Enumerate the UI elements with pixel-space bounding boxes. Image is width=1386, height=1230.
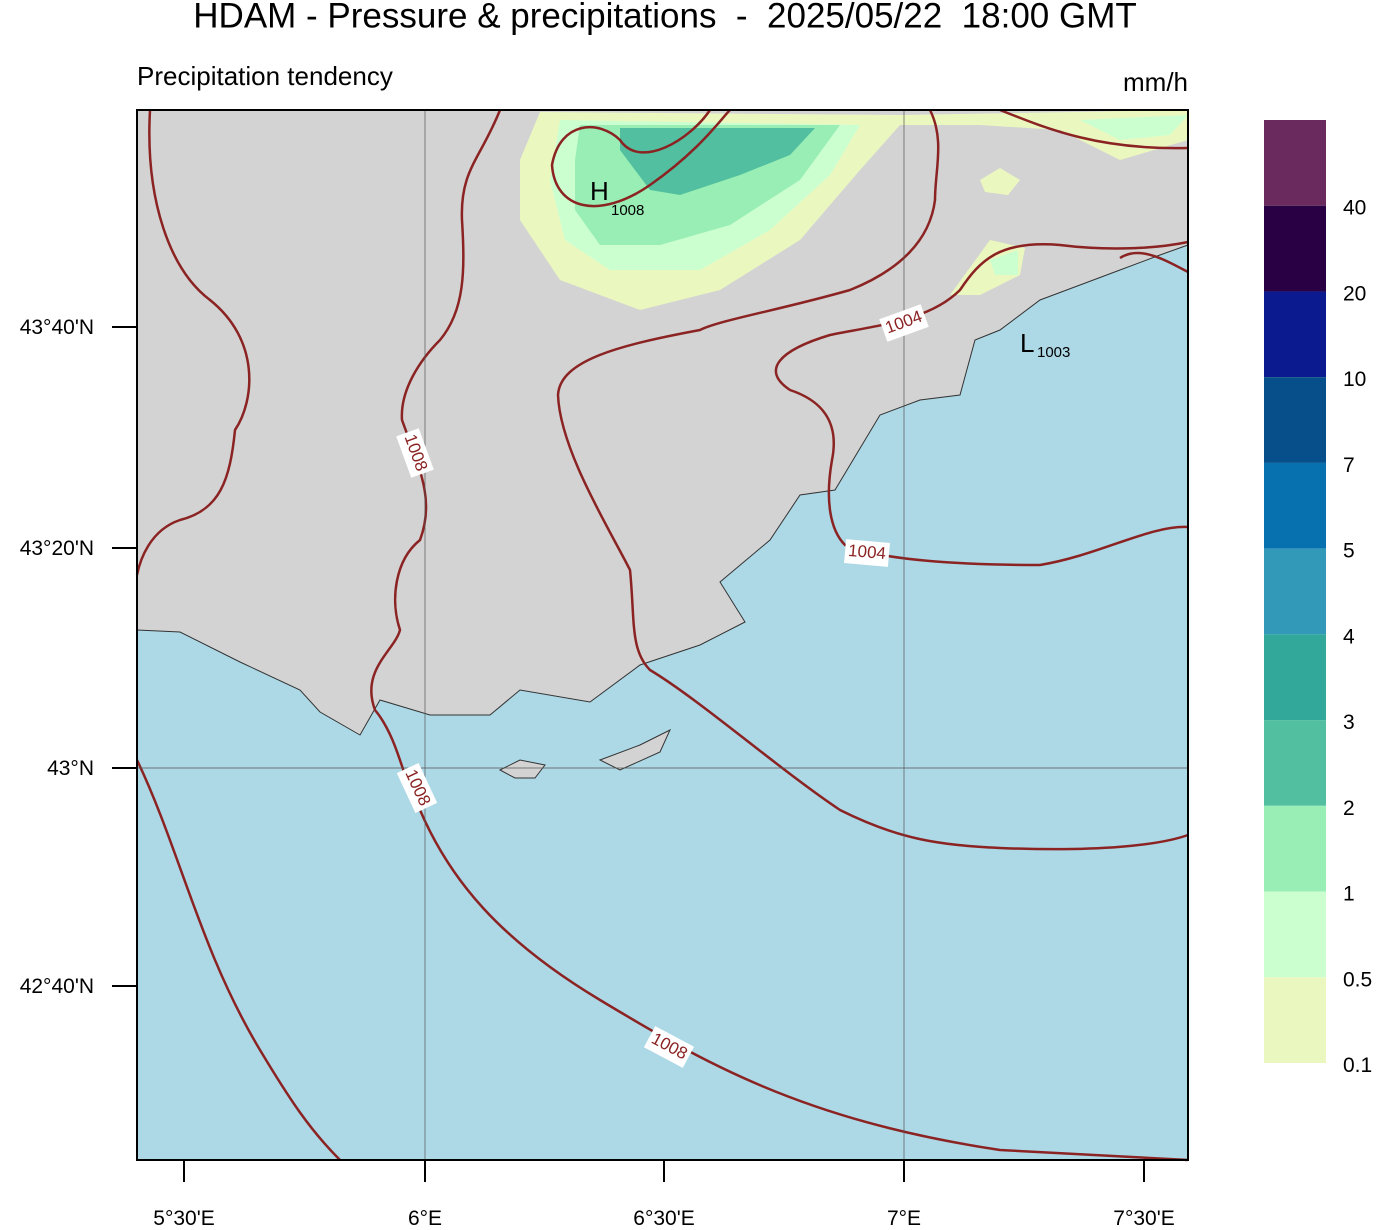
contour-label: 1004 <box>847 541 886 563</box>
high-letter: H <box>590 176 609 206</box>
colorbar-box <box>1264 720 1326 806</box>
colorbar-label: 7 <box>1343 454 1355 477</box>
lon-label: 6°E <box>408 1207 442 1225</box>
low-letter: L <box>1020 328 1034 358</box>
colorbar-box <box>1264 634 1326 721</box>
frame <box>136 109 1189 1161</box>
map: 1008 1008 1008 1004 1004 H 1008 L 1003 <box>135 108 1189 1162</box>
colorbar-label: 3 <box>1343 711 1355 734</box>
lon-label: 7°30'E <box>1113 1207 1174 1225</box>
unit: mm/h <box>1123 67 1188 97</box>
colorbar-box <box>1264 891 1326 978</box>
sea <box>136 244 1189 1161</box>
colorbar-box <box>1264 291 1326 378</box>
colorbar-label: 1 <box>1343 883 1355 906</box>
axes: 43°40'N 43°20'N 43°N 42°40'N 5°30'E 6°E 6°30'E… <box>20 316 1175 1230</box>
subtitle: Precipitation tendency <box>137 61 393 91</box>
lon-label: 6°30'E <box>633 1207 694 1225</box>
colorbar: 40 20 10 7 5 4 3 2 1 0.5 0.1 <box>1264 120 1372 1077</box>
colorbar-label: 0.1 <box>1343 1054 1372 1077</box>
colorbar-label: 2 <box>1343 797 1355 820</box>
lon-label: 5°30'E <box>153 1207 214 1225</box>
colorbar-label: 40 <box>1343 197 1366 220</box>
colorbar-label: 4 <box>1343 625 1355 648</box>
title: HDAM - Pressure & precipitations - 2025/… <box>193 0 1136 35</box>
contours <box>135 108 1189 1162</box>
colorbar-box <box>1264 977 1326 1063</box>
lon-label: 7°E <box>887 1207 921 1225</box>
colorbar-box <box>1264 205 1326 292</box>
lat-label: 42°40'N <box>20 975 94 998</box>
colorbar-label: 20 <box>1343 282 1366 305</box>
low-value: 1003 <box>1037 344 1070 361</box>
high-value: 1008 <box>611 202 644 219</box>
lat-label: 43°N <box>47 757 94 780</box>
colorbar-box <box>1264 548 1326 635</box>
colorbar-box <box>1264 120 1326 206</box>
lat-label: 43°40'N <box>20 316 94 339</box>
colorbar-box <box>1264 377 1326 463</box>
colorbar-box <box>1264 805 1326 892</box>
colorbar-label: 0.5 <box>1343 968 1372 991</box>
colorbar-label: 10 <box>1343 368 1366 391</box>
lat-label: 43°20'N <box>20 537 94 560</box>
colorbar-label: 5 <box>1343 540 1355 563</box>
colorbar-box <box>1264 462 1326 549</box>
